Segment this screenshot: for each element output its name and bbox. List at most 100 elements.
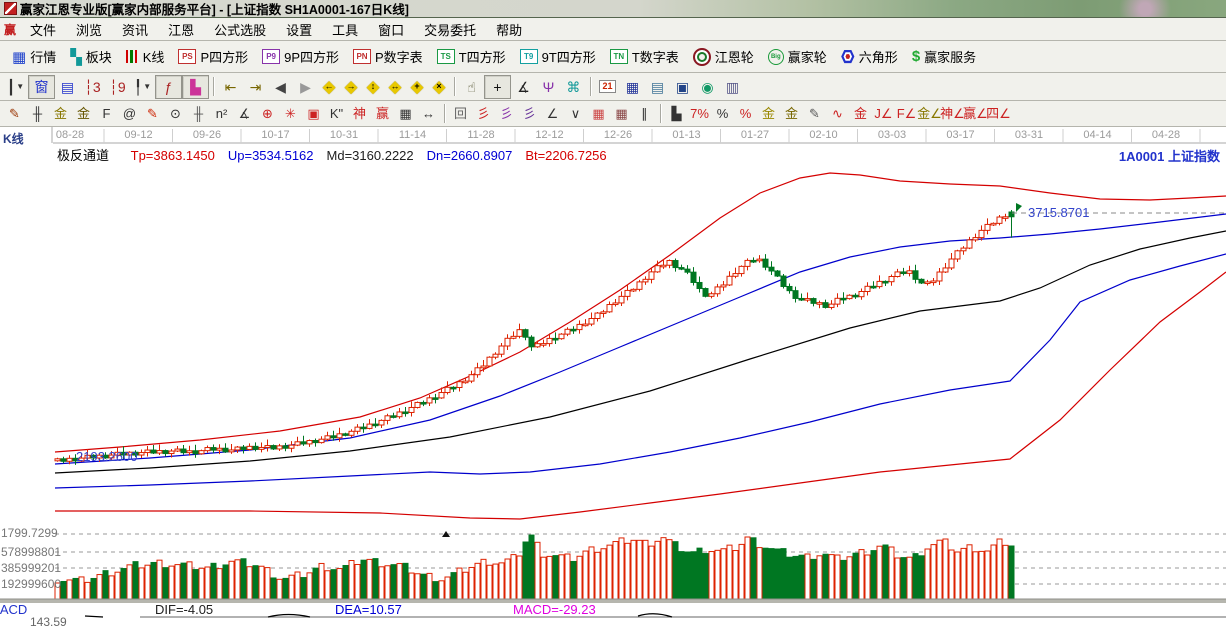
- menu-item-8[interactable]: 窗口: [378, 22, 405, 38]
- draw-fibonacci-f[interactable]: F: [95, 104, 118, 124]
- toolbar-button-kline[interactable]: K线: [119, 45, 172, 68]
- pane-label-kline[interactable]: K线: [3, 132, 24, 146]
- nav-angle-measure[interactable]: ∡: [511, 76, 536, 98]
- draw-spiral[interactable]: @: [118, 104, 141, 124]
- draw-tick-ruler[interactable]: ╫: [187, 104, 210, 124]
- nav-calculator[interactable]: ▦: [620, 76, 645, 98]
- draw-angle-a[interactable]: ∡: [233, 104, 256, 124]
- draw-box-select[interactable]: 回: [449, 104, 472, 124]
- toolbar-button-p-number-table[interactable]: PN P数字表: [346, 45, 430, 68]
- nav-web-data[interactable]: ◉: [695, 76, 720, 98]
- nav-gann-box-tool[interactable]: Ψ: [536, 76, 561, 98]
- nav-period-selector[interactable]: ┃ ▼: [3, 76, 28, 98]
- menu-item-6[interactable]: 设置: [286, 22, 313, 38]
- draw-gold-red[interactable]: 金: [849, 104, 872, 124]
- draw-candle-note[interactable]: ✎: [803, 104, 826, 124]
- draw-scale-bars[interactable]: ▙: [665, 104, 688, 124]
- draw-fan-box[interactable]: 彡: [518, 104, 541, 124]
- draw-percent-lines[interactable]: %: [734, 104, 757, 124]
- draw-fan-purple[interactable]: 彡: [495, 104, 518, 124]
- draw-angle-shen[interactable]: 神∠: [940, 104, 965, 124]
- draw-angle-f[interactable]: F∠: [895, 104, 918, 124]
- nav-next-bar[interactable]: ▶: [293, 76, 318, 98]
- nav-calendar[interactable]: 21: [595, 76, 620, 98]
- draw-n-square[interactable]: n²: [210, 104, 233, 124]
- nav-first-page[interactable]: ⇤: [218, 76, 243, 98]
- draw-angle-j[interactable]: J∠: [872, 104, 895, 124]
- nav-pan-hand[interactable]: ☝: [459, 76, 484, 98]
- nav-last-page[interactable]: ⇥: [243, 76, 268, 98]
- nav-prev-bar[interactable]: ◀: [268, 76, 293, 98]
- draw-gold-ratio-2[interactable]: 金: [72, 104, 95, 124]
- menu-item-10[interactable]: 帮助: [496, 22, 523, 38]
- nav-zoom-reset[interactable]: ◆ ×: [428, 76, 450, 98]
- draw-red-pencil[interactable]: ✎: [141, 104, 164, 124]
- draw-gold-lines[interactable]: 金: [780, 104, 803, 124]
- menu-item-9[interactable]: 交易委托: [424, 22, 477, 38]
- nav-window-layout[interactable]: 窗: [28, 74, 55, 99]
- nav-zoom-horizontal[interactable]: ◆ ↔: [384, 76, 406, 98]
- toolbar-button-p-square[interactable]: PS P四方形: [171, 45, 255, 68]
- menu-item-2[interactable]: 浏览: [76, 22, 103, 38]
- draw-shen-tool[interactable]: 神: [348, 104, 371, 124]
- nav-smart-analysis[interactable]: ⌘: [561, 76, 586, 98]
- toolbar-button-hexagon[interactable]: 六角形: [834, 45, 905, 68]
- menu-item-5[interactable]: 公式选股: [214, 22, 267, 38]
- title-bar[interactable]: 赢家江恩专业版[赢家内部服务平台] - [上证指数 SH1A0001-167日K…: [0, 0, 1226, 18]
- nav-zoom-left[interactable]: ◆ ←: [318, 76, 340, 98]
- nav-notes[interactable]: ▤: [645, 76, 670, 98]
- toolbar-button-sectors[interactable]: ▚ 板块: [63, 45, 119, 68]
- nav-three-bars[interactable]: ┆3: [80, 76, 105, 98]
- draw-angle-si[interactable]: 四∠: [986, 104, 1011, 124]
- nav-zoom-right[interactable]: ◆ →: [340, 76, 362, 98]
- draw-percent[interactable]: %: [711, 104, 734, 124]
- nav-info-panel[interactable]: ▤: [55, 76, 80, 98]
- menu-item-4[interactable]: 江恩: [168, 22, 195, 38]
- child-window-icon[interactable]: 赢: [4, 22, 17, 37]
- draw-gold-ratio-1[interactable]: 金: [49, 104, 72, 124]
- toolbar-button-quotes[interactable]: ▦ 行情: [5, 45, 63, 68]
- draw-percent-7[interactable]: 7%: [688, 104, 711, 124]
- nav-formula-tool[interactable]: ƒ: [155, 74, 182, 99]
- menu-item-3[interactable]: 资讯: [122, 22, 149, 38]
- nav-workstation[interactable]: ▥: [720, 76, 745, 98]
- draw-parallel-lines[interactable]: ∥: [633, 104, 656, 124]
- draw-gold-circle[interactable]: 金: [757, 104, 780, 124]
- draw-angle-lines[interactable]: ∠: [541, 104, 564, 124]
- draw-span-measure[interactable]: ↔: [417, 104, 440, 124]
- draw-ying-tool[interactable]: 赢: [371, 104, 394, 124]
- draw-compass[interactable]: ⊕: [256, 104, 279, 124]
- toolbar-button-9t-square[interactable]: T9 9T四方形: [513, 45, 603, 68]
- menu-item-1[interactable]: 文件: [30, 22, 57, 38]
- draw-pencil[interactable]: ✎: [3, 104, 26, 124]
- nav-zoom-vertical[interactable]: ◆ ↕: [362, 76, 384, 98]
- draw-ruler-ticks[interactable]: ╫: [26, 104, 49, 124]
- nav-candle-style[interactable]: ╿ ▼: [130, 76, 155, 98]
- toolbar-button-t-square[interactable]: TS T四方形: [430, 45, 513, 68]
- draw-star-rays[interactable]: ✳: [279, 104, 302, 124]
- macd-pane-label[interactable]: MACD: [0, 602, 28, 617]
- draw-zigzag[interactable]: ∨: [564, 104, 587, 124]
- toolbar-button-winner-service[interactable]: $ 赢家服务: [905, 45, 983, 68]
- draw-gann-box[interactable]: ▣: [302, 104, 325, 124]
- draw-fan-red[interactable]: 彡: [472, 104, 495, 124]
- nav-crosshair[interactable]: +: [484, 74, 511, 99]
- nav-color-histogram[interactable]: ▙: [182, 74, 209, 99]
- toolbar-button-9p-square[interactable]: P9 9P四方形: [255, 45, 346, 68]
- nav-nine-bars[interactable]: ┆9: [105, 76, 130, 98]
- toolbar-button-gann-wheel[interactable]: 江恩轮: [686, 45, 761, 68]
- draw-cycle-clock[interactable]: ⊙: [164, 104, 187, 124]
- nav-zoom-in[interactable]: ◆ +: [406, 76, 428, 98]
- draw-grid-red[interactable]: ▦: [587, 104, 610, 124]
- draw-k-mark[interactable]: K": [325, 104, 348, 124]
- nav-save[interactable]: ▣: [670, 76, 695, 98]
- draw-wave-a[interactable]: ∿: [826, 104, 849, 124]
- toolbar-button-winner-wheel[interactable]: Big 赢家轮: [761, 45, 834, 68]
- draw-angle-ying[interactable]: 赢∠: [963, 104, 988, 124]
- draw-grid-dark[interactable]: ▦: [610, 104, 633, 124]
- toolbar-button-t-number-table[interactable]: TN T数字表: [603, 45, 686, 68]
- draw-grid-123[interactable]: ▦: [394, 104, 417, 124]
- draw-angle-gold[interactable]: 金∠: [917, 104, 942, 124]
- menu-item-7[interactable]: 工具: [332, 22, 359, 38]
